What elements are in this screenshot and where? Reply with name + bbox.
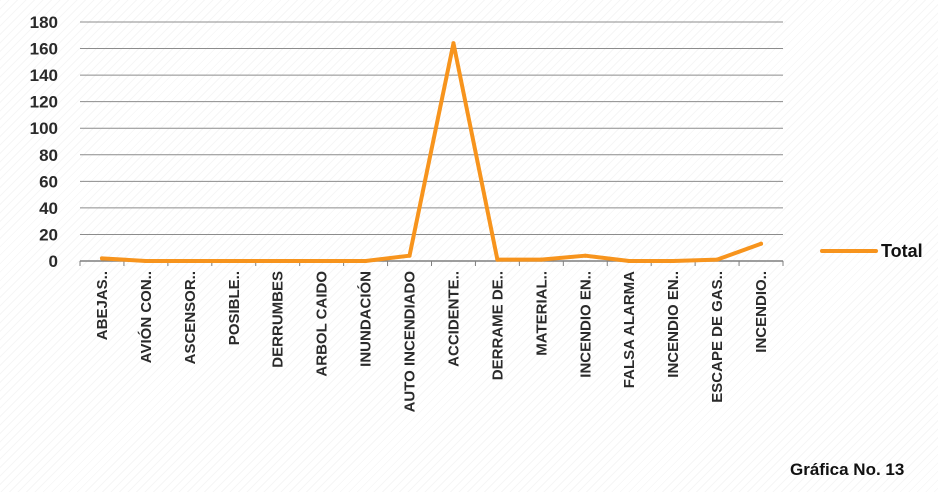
data-point — [187, 259, 192, 263]
data-point — [715, 257, 720, 262]
data-point — [627, 259, 632, 263]
data-point — [495, 257, 500, 262]
x-axis-category-labels: ABEJAS.. AVIÓN CON.. ASCENSOR.. POSIBLE.. DE… — [94, 271, 770, 413]
x-category-label: ABEJAS.. — [94, 271, 111, 340]
data-point — [275, 259, 280, 263]
y-tick-label: 80 — [39, 146, 58, 165]
x-category-label: INUNDACIÓN — [357, 271, 375, 367]
x-category-label: ARBOL CAIDO — [314, 271, 331, 377]
y-tick-label: 180 — [30, 13, 58, 32]
y-tick-label: 140 — [30, 66, 58, 85]
x-category-label: DERRAME DE.. — [489, 271, 506, 380]
data-point — [583, 253, 588, 258]
series-line-total — [99, 41, 764, 263]
y-tick-label: 20 — [39, 225, 58, 244]
data-point — [231, 259, 236, 263]
data-point — [363, 259, 368, 263]
y-tick-label: 120 — [30, 93, 58, 112]
x-category-label: ESCAPE DE GAS.. — [709, 271, 726, 403]
x-category-label: POSIBLE.. — [226, 271, 243, 345]
y-tick-label: 160 — [30, 40, 58, 59]
data-point — [451, 41, 456, 46]
x-category-label: AUTO INCENDIADO — [402, 271, 419, 413]
data-point — [319, 259, 324, 263]
data-point — [671, 259, 676, 263]
y-tick-label: 60 — [39, 172, 58, 191]
y-axis-tick-labels: 0 20 40 60 80 100 120 140 160 180 — [30, 13, 58, 271]
figure-caption: Gráfica No. 13 — [790, 460, 905, 479]
x-category-label: AVIÓN CON.. — [137, 271, 155, 363]
x-category-label: FALSA ALARMA — [621, 271, 638, 388]
data-point — [143, 259, 148, 263]
series-total — [99, 41, 764, 263]
x-category-label: INCENDIO EN.. — [577, 271, 594, 378]
gridlines — [80, 21, 783, 235]
x-category-label: MATERIAL.. — [533, 271, 550, 356]
x-category-label: INCENDIO EN.. — [665, 271, 682, 378]
legend-label-total: Total — [881, 241, 923, 261]
data-point — [539, 257, 544, 262]
x-category-label: ASCENSOR.. — [182, 271, 199, 364]
x-category-label: ACCIDENTE.. — [445, 271, 462, 367]
y-tick-label: 100 — [30, 119, 58, 138]
y-tick-label: 40 — [39, 199, 58, 218]
legend: Total — [820, 241, 923, 261]
x-category-label: INCENDIO.. — [753, 271, 770, 353]
y-tick-label: 0 — [49, 252, 58, 271]
x-category-label: DERRUMBES — [270, 271, 287, 368]
data-point — [407, 253, 412, 258]
data-point — [759, 241, 764, 246]
data-point — [99, 256, 104, 261]
